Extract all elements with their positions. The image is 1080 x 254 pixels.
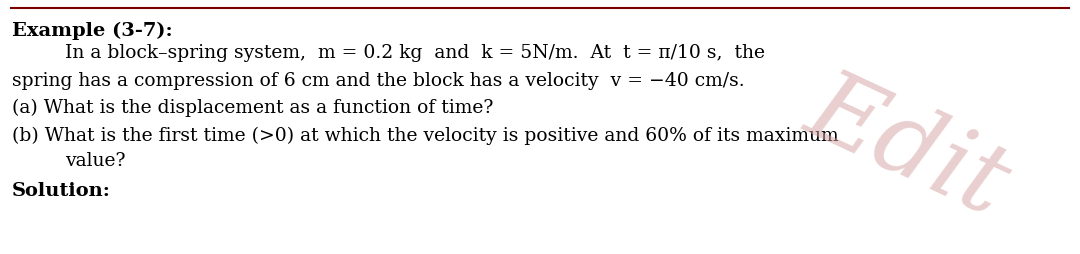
Text: Example (3-7):: Example (3-7): (12, 22, 173, 40)
Text: (a) What is the displacement as a function of time?: (a) What is the displacement as a functi… (12, 99, 494, 117)
Text: Edit: Edit (793, 60, 1022, 235)
Text: (b) What is the first time (>0) at which the velocity is positive and 60% of its: (b) What is the first time (>0) at which… (12, 127, 839, 145)
Text: spring has a compression of 6 cm and the block has a velocity  v = −40 cm/s.: spring has a compression of 6 cm and the… (12, 72, 744, 90)
Text: value?: value? (65, 152, 125, 170)
Text: Solution:: Solution: (12, 182, 111, 200)
Text: In a block–spring system,  m = 0.2 kg  and  k = 5N/m.  At  t = π/10 s,  the: In a block–spring system, m = 0.2 kg and… (65, 44, 765, 62)
